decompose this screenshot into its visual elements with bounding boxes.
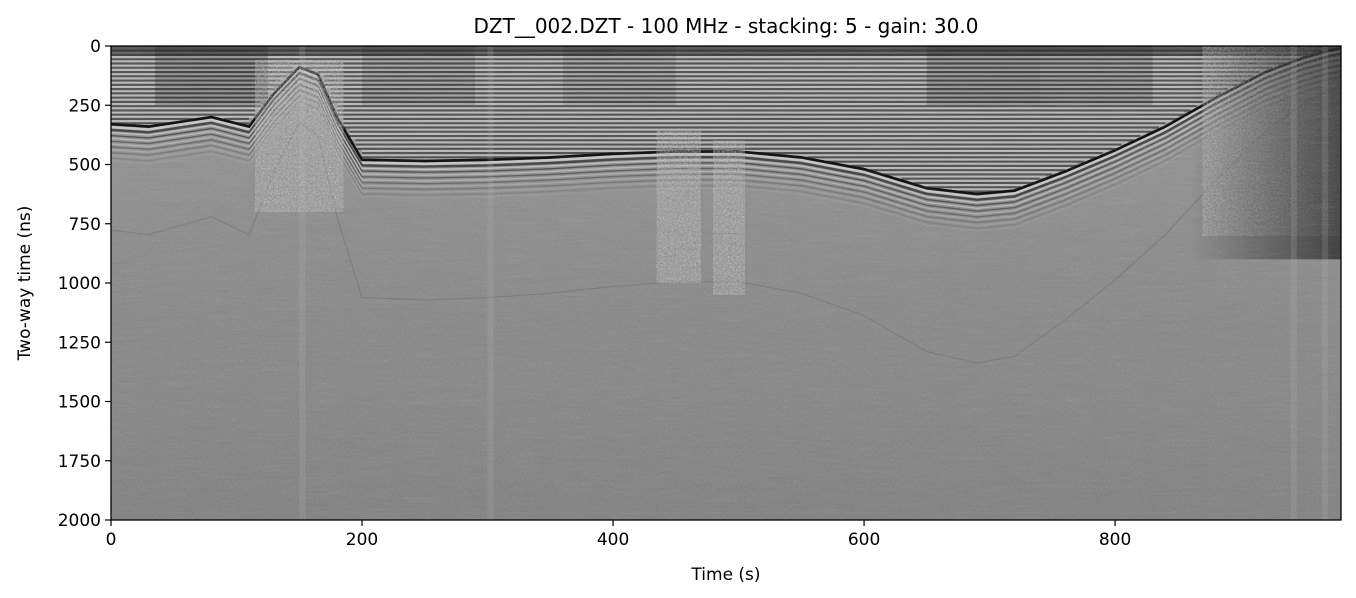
radargram-trace-texture <box>111 46 1341 520</box>
x-tick-label: 200 <box>346 530 378 550</box>
plot-area <box>110 45 1342 521</box>
x-tick-label: 0 <box>106 530 117 550</box>
x-axis-title: Time (s) <box>690 565 760 585</box>
y-tick-label: 1750 <box>58 452 101 472</box>
x-tick-label: 600 <box>848 530 880 550</box>
x-tick-label: 400 <box>597 530 629 550</box>
x-tick-label: 800 <box>1099 530 1131 550</box>
y-tick-label: 0 <box>90 37 101 57</box>
y-axis: 0 250 500 750 1000 1250 1500 1750 2000 <box>58 37 111 531</box>
y-tick-label: 2000 <box>58 511 101 531</box>
y-tick-label: 1500 <box>58 393 101 413</box>
y-tick-label: 1250 <box>58 333 101 353</box>
y-tick-label: 1000 <box>58 274 101 294</box>
y-tick-label: 500 <box>69 156 101 176</box>
y-tick-label: 250 <box>69 96 101 116</box>
x-axis: 0 200 400 600 800 <box>106 520 1131 550</box>
y-axis-title: Two-way time (ns) <box>15 206 35 362</box>
chart-title: DZT__002.DZT - 100 MHz - stacking: 5 - g… <box>474 14 979 38</box>
y-tick-label: 750 <box>69 215 101 235</box>
